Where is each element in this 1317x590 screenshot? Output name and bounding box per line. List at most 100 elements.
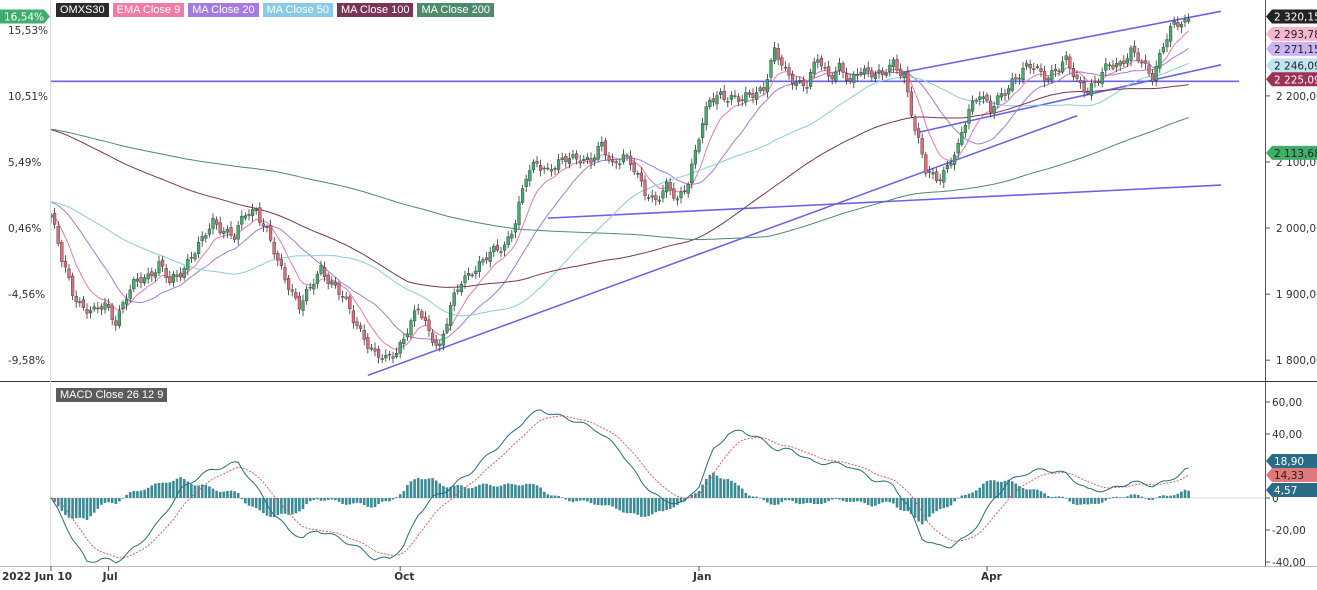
macd-histogram-bar	[661, 498, 665, 512]
price-tick-label: 1 900,00	[1276, 289, 1317, 301]
main-pane	[51, 10, 1239, 377]
candle-down	[881, 70, 885, 75]
macd-histogram-bar	[521, 485, 524, 498]
macd-histogram-bar	[420, 479, 424, 498]
macd-histogram-bar	[1036, 489, 1039, 498]
legend-item-2[interactable]: MA Close 20	[188, 3, 259, 17]
legend-item-4[interactable]: MA Close 100	[336, 3, 414, 17]
ma-badge-2-label: 2 246,09	[1274, 60, 1317, 72]
macd-histogram-bar	[478, 484, 481, 498]
legend-item-1[interactable]: EMA Close 9	[112, 3, 185, 17]
candle-up	[117, 310, 121, 326]
macd-histogram-bar	[625, 498, 629, 514]
pct-tick-label: -4,56%	[8, 289, 45, 301]
candle-down	[924, 154, 928, 174]
candle-up	[157, 261, 161, 274]
candle-down	[420, 311, 424, 319]
macd-histogram-bar	[305, 498, 308, 505]
legend-item-3[interactable]: MA Close 50	[262, 3, 333, 17]
macd-histogram-bar	[139, 490, 143, 498]
candle-down	[1042, 71, 1047, 82]
macd-histogram-bar	[730, 480, 733, 498]
candle-up	[445, 323, 449, 333]
candle-up	[369, 347, 373, 350]
candle-up	[798, 80, 802, 82]
macd-tick-label: 0	[1272, 493, 1279, 505]
candle-up	[852, 73, 856, 83]
macd-histogram-bar	[388, 498, 391, 502]
macd-histogram-bar	[1018, 486, 1021, 498]
candle-up	[794, 82, 798, 87]
macd-histogram-bar	[672, 498, 676, 508]
macd-histogram-bar	[301, 498, 305, 510]
candle-up	[891, 59, 895, 67]
candle-down	[423, 316, 427, 321]
candle-up	[1050, 70, 1054, 81]
macd-histogram-bar	[1028, 489, 1032, 498]
candle-down	[276, 253, 280, 261]
candle-up	[1118, 61, 1122, 66]
candle-down	[99, 306, 103, 310]
candle-down	[416, 308, 420, 311]
candle-down	[387, 353, 391, 356]
macd-histogram-bar	[722, 479, 726, 498]
macd-histogram-bar	[229, 490, 233, 498]
candle-up	[510, 233, 514, 239]
macd-histogram-bar	[341, 498, 344, 504]
candle-up	[697, 139, 701, 152]
candle-up	[1089, 83, 1093, 96]
macd-histogram-bar	[863, 498, 866, 504]
macd-histogram-bar	[553, 495, 557, 498]
macd-histogram-bar	[276, 498, 280, 516]
ma-badge-1	[1266, 41, 1317, 56]
macd-histogram-bar	[467, 488, 470, 498]
macd-histogram-bar	[712, 472, 715, 498]
macd-histogram-bar	[532, 484, 535, 498]
candle-up	[686, 184, 690, 194]
candle-down	[1143, 60, 1147, 64]
macd-histogram-bar	[262, 498, 265, 514]
candle-up	[553, 168, 557, 170]
candle-down	[917, 128, 921, 138]
macd-histogram-bar	[157, 483, 161, 498]
macd-histogram-bar	[546, 494, 550, 498]
legend-item-5[interactable]: MA Close 200	[417, 3, 494, 17]
candle-down	[1132, 45, 1137, 53]
macd-histogram-bar	[499, 485, 503, 498]
macd-histogram-bar	[186, 481, 190, 498]
candle-up	[1104, 63, 1108, 71]
macd-histogram-bar	[1115, 496, 1118, 498]
macd-histogram-bar	[542, 491, 546, 498]
macd-histogram-bar	[503, 484, 506, 498]
candle-down	[164, 268, 168, 278]
candle-down	[783, 66, 787, 69]
candle-down	[70, 275, 75, 296]
candle-down	[974, 99, 978, 102]
macd-histogram-bar	[924, 498, 928, 521]
candle-up	[186, 258, 190, 270]
macd-histogram-bar	[715, 475, 719, 498]
candle-down	[214, 219, 219, 225]
candle-down	[985, 94, 989, 101]
candle-up	[92, 306, 96, 310]
candle-up	[773, 47, 777, 62]
macd-histogram-bar	[654, 498, 658, 513]
macd-histogram-bar	[1176, 493, 1180, 498]
candle-up	[405, 333, 409, 338]
macd-histogram-bar	[618, 498, 622, 511]
macd-histogram-bar	[427, 478, 431, 498]
macd-histogram-bar	[146, 487, 150, 498]
pct-tick-label: 10,51%	[8, 91, 48, 103]
macd-histogram-bar	[470, 487, 474, 498]
macd-histogram-bar	[1165, 495, 1169, 498]
candle-down	[1071, 68, 1075, 77]
macd-histogram-bar	[593, 498, 596, 505]
legend-item-0[interactable]: OMXS30	[56, 3, 109, 17]
macd-histogram-bar	[247, 498, 251, 506]
candle-down	[344, 296, 348, 299]
candle-down	[611, 158, 615, 163]
candle-down	[737, 96, 741, 102]
macd-histogram-bar	[143, 489, 146, 498]
macd-histogram-bar	[1162, 495, 1165, 498]
candle-up	[1093, 81, 1097, 83]
